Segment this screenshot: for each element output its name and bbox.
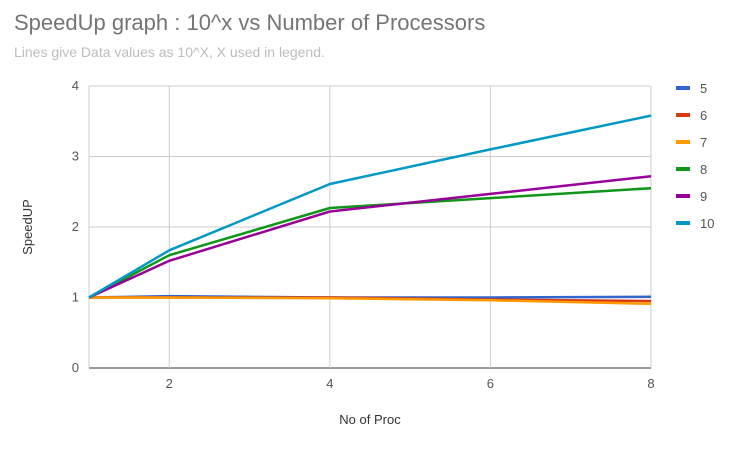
legend-label-5: 5 bbox=[700, 81, 707, 96]
x-tick-label: 6 bbox=[487, 376, 494, 391]
x-axis-title: No of Proc bbox=[339, 412, 401, 427]
y-tick-label: 4 bbox=[72, 78, 79, 93]
x-tick-label: 4 bbox=[326, 376, 333, 391]
y-tick-label: 1 bbox=[72, 290, 79, 305]
y-tick-label: 0 bbox=[72, 360, 79, 375]
series-line-7 bbox=[89, 296, 652, 306]
legend-label-7: 7 bbox=[700, 135, 707, 150]
chart-title: SpeedUp graph : 10^x vs Number of Proces… bbox=[14, 10, 486, 35]
y-tick-label: 2 bbox=[72, 219, 79, 234]
y-tick-label: 3 bbox=[72, 149, 79, 164]
y-axis-title: SpeedUP bbox=[20, 199, 35, 255]
chart-subtitle: Lines give Data values as 10^X, X used i… bbox=[14, 44, 325, 60]
legend-label-6: 6 bbox=[700, 108, 707, 123]
series-line-8 bbox=[88, 186, 652, 299]
series-line-9 bbox=[88, 174, 652, 299]
legend-label-9: 9 bbox=[700, 189, 707, 204]
legend-label-8: 8 bbox=[700, 162, 707, 177]
x-tick-label: 2 bbox=[166, 376, 173, 391]
legend-label-10: 10 bbox=[700, 216, 714, 231]
x-tick-label: 8 bbox=[647, 376, 654, 391]
series-line-10 bbox=[88, 114, 652, 299]
